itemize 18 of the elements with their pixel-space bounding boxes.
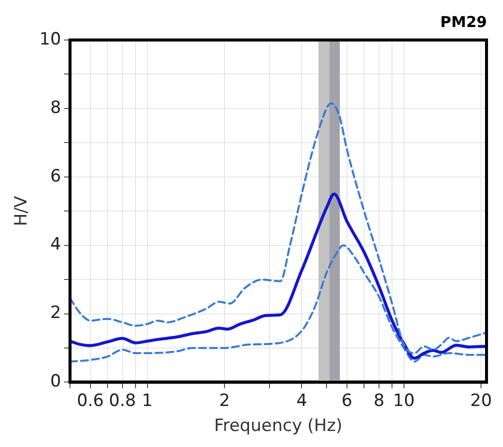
x-tick-label: 2 bbox=[219, 390, 230, 411]
x-axis-title: Frequency (Hz) bbox=[214, 416, 342, 436]
x-tick-label: 1 bbox=[142, 390, 153, 411]
x-tick-label: 20 bbox=[470, 390, 492, 411]
y-tick-label: 6 bbox=[50, 166, 62, 186]
chart-title: PM29 bbox=[440, 12, 487, 31]
x-tick-label: 8 bbox=[374, 390, 384, 411]
y-tick-label: 4 bbox=[50, 234, 62, 255]
y-axis-title: H/V bbox=[12, 196, 32, 226]
x-tick-label: 0.8 bbox=[108, 390, 136, 411]
y-tick-label: 10 bbox=[39, 29, 62, 50]
y-tick-label: 0 bbox=[50, 372, 62, 392]
x-tick-label: 0.6 bbox=[76, 390, 104, 411]
y-tick-label: 2 bbox=[50, 303, 62, 324]
x-tick-label: 6 bbox=[342, 390, 352, 411]
y-tick-label: 8 bbox=[50, 98, 62, 118]
x-tick-label: 4 bbox=[296, 390, 308, 411]
x-tick-label: 10 bbox=[393, 390, 415, 411]
